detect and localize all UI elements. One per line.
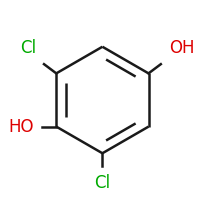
Text: Cl: Cl	[20, 39, 36, 57]
Text: Cl: Cl	[94, 174, 110, 192]
Text: OH: OH	[169, 39, 195, 57]
Text: HO: HO	[8, 118, 34, 136]
